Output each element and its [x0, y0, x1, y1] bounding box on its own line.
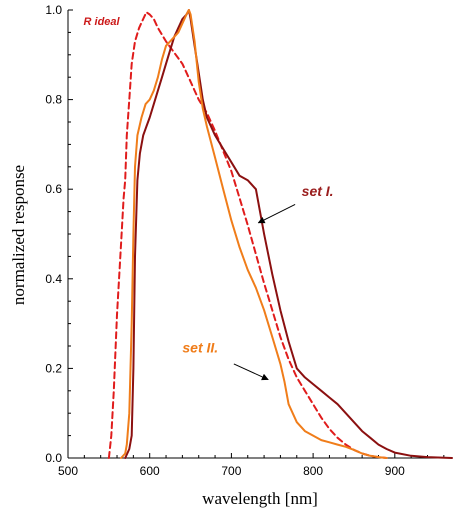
x-tick-label: 800	[303, 464, 323, 478]
y-tick-label: 0.2	[45, 361, 62, 375]
y-ticks: 0.0 0.2 0.4 0.6 0.8 1.0	[45, 3, 73, 465]
x-tick-label: 900	[385, 464, 405, 478]
x-axis-title: wavelength [nm]	[202, 489, 318, 508]
series-line-3	[120, 9, 388, 459]
x-ticks: 500 600 700 800 900	[58, 453, 445, 478]
x-tick-label: 600	[140, 464, 160, 478]
series-layer	[107, 9, 453, 459]
series-line-2	[124, 9, 453, 459]
y-axis-title: normalized response	[9, 165, 28, 305]
annotation-label-3: set II.	[182, 340, 218, 356]
y-tick-label: 0.0	[45, 451, 62, 465]
x-tick-label: 500	[58, 464, 78, 478]
annotation-label-1: R ideal	[84, 16, 121, 28]
y-tick-label: 0.8	[45, 93, 62, 107]
annotation-arrow-2	[257, 203, 296, 224]
annotation-label-2: set I.	[302, 183, 334, 199]
annotations: R ideal set I. set II.	[84, 16, 334, 381]
y-tick-label: 1.0	[45, 3, 62, 17]
series-line-1	[107, 11, 388, 459]
y-tick-label: 0.6	[45, 182, 62, 196]
annotation-arrow-3	[233, 363, 269, 381]
x-tick-label: 700	[221, 464, 241, 478]
y-tick-label: 0.4	[45, 272, 62, 286]
axes	[67, 10, 452, 459]
